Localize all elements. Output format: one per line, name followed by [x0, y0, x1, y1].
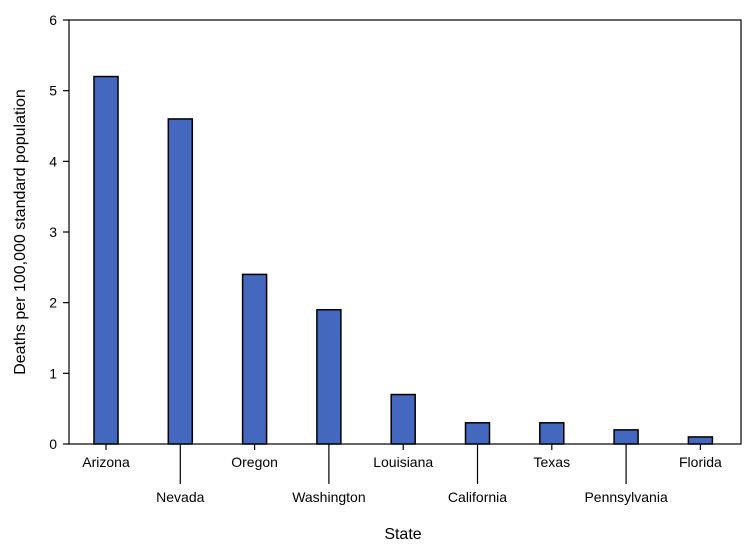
y-tick-label: 0 [49, 436, 57, 452]
x-axis-title: State [384, 526, 421, 543]
x-tick-label: Florida [679, 454, 722, 470]
x-tick-label: Pennsylvania [584, 489, 667, 505]
y-axis-title: Deaths per 100,000 standard population [12, 89, 29, 375]
y-axis: 0 1 2 3 4 5 6 [49, 12, 69, 452]
y-tick-label: 6 [49, 12, 57, 28]
bar-california [464, 422, 491, 445]
bar-louisiana [390, 393, 416, 445]
x-tick-label: Oregon [231, 454, 278, 470]
y-tick-label: 2 [49, 295, 57, 311]
bar-oregon [241, 273, 268, 445]
y-tick-label: 5 [49, 83, 57, 99]
x-tick-label: Louisiana [373, 454, 433, 470]
y-tick-label: 4 [49, 153, 57, 169]
y-tick-label: 1 [49, 365, 57, 381]
x-tick-label: California [448, 489, 507, 505]
x-tick-label: Texas [534, 454, 571, 470]
bar-nevada [167, 118, 194, 445]
y-tick-label: 3 [49, 224, 57, 240]
x-tick-label: Arizona [82, 454, 130, 470]
bar-arizona [93, 75, 119, 445]
bar-washington [316, 308, 342, 445]
x-axis: Arizona Nevada Oregon Washington Louisiana Ca… [82, 444, 722, 505]
x-tick-label: Nevada [156, 489, 204, 505]
x-tick-label: Washington [292, 489, 365, 505]
bars [93, 75, 714, 445]
bar-pennsylvania [613, 429, 639, 445]
bar-florida [687, 436, 714, 445]
bar-texas [539, 422, 565, 445]
